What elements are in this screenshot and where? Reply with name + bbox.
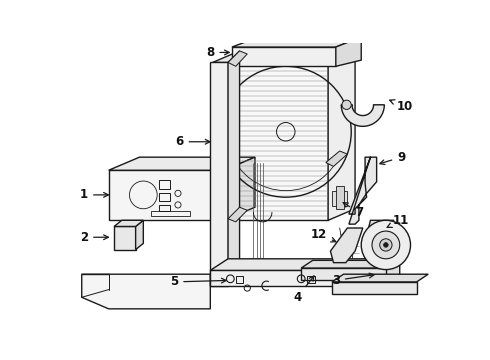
Polygon shape xyxy=(114,220,143,226)
Circle shape xyxy=(129,181,157,209)
Polygon shape xyxy=(332,274,428,282)
Circle shape xyxy=(342,100,351,109)
Polygon shape xyxy=(232,47,336,66)
Polygon shape xyxy=(349,157,377,224)
Circle shape xyxy=(380,239,392,251)
Text: 10: 10 xyxy=(390,100,413,113)
Circle shape xyxy=(361,220,411,270)
Polygon shape xyxy=(341,105,384,126)
Polygon shape xyxy=(328,51,355,220)
Polygon shape xyxy=(326,151,347,166)
Polygon shape xyxy=(228,51,247,66)
Polygon shape xyxy=(301,268,386,280)
Text: 1: 1 xyxy=(80,188,108,201)
Polygon shape xyxy=(109,157,255,170)
Polygon shape xyxy=(210,259,400,270)
Polygon shape xyxy=(224,157,255,220)
Polygon shape xyxy=(109,170,224,220)
Polygon shape xyxy=(228,207,247,222)
Text: 2: 2 xyxy=(80,231,108,244)
Text: 7: 7 xyxy=(343,203,363,219)
Polygon shape xyxy=(136,220,143,249)
Text: 11: 11 xyxy=(387,214,410,228)
Polygon shape xyxy=(210,270,382,286)
Text: 3: 3 xyxy=(332,273,374,287)
Polygon shape xyxy=(82,274,210,309)
Polygon shape xyxy=(330,228,363,263)
Polygon shape xyxy=(367,220,397,255)
Polygon shape xyxy=(336,37,361,66)
Text: 6: 6 xyxy=(175,135,210,148)
Polygon shape xyxy=(210,62,228,286)
Polygon shape xyxy=(336,186,343,209)
Text: 9: 9 xyxy=(380,150,405,165)
Polygon shape xyxy=(114,226,136,249)
Polygon shape xyxy=(301,260,397,268)
Polygon shape xyxy=(332,191,347,206)
Polygon shape xyxy=(232,37,361,47)
Polygon shape xyxy=(332,282,416,294)
Polygon shape xyxy=(228,51,240,286)
Text: 4: 4 xyxy=(293,276,314,304)
Polygon shape xyxy=(213,62,328,220)
Polygon shape xyxy=(213,51,355,62)
Text: 12: 12 xyxy=(311,228,336,242)
Circle shape xyxy=(372,231,400,259)
Polygon shape xyxy=(382,259,400,286)
Text: 5: 5 xyxy=(170,275,226,288)
Circle shape xyxy=(384,243,388,247)
Text: 8: 8 xyxy=(206,46,229,59)
